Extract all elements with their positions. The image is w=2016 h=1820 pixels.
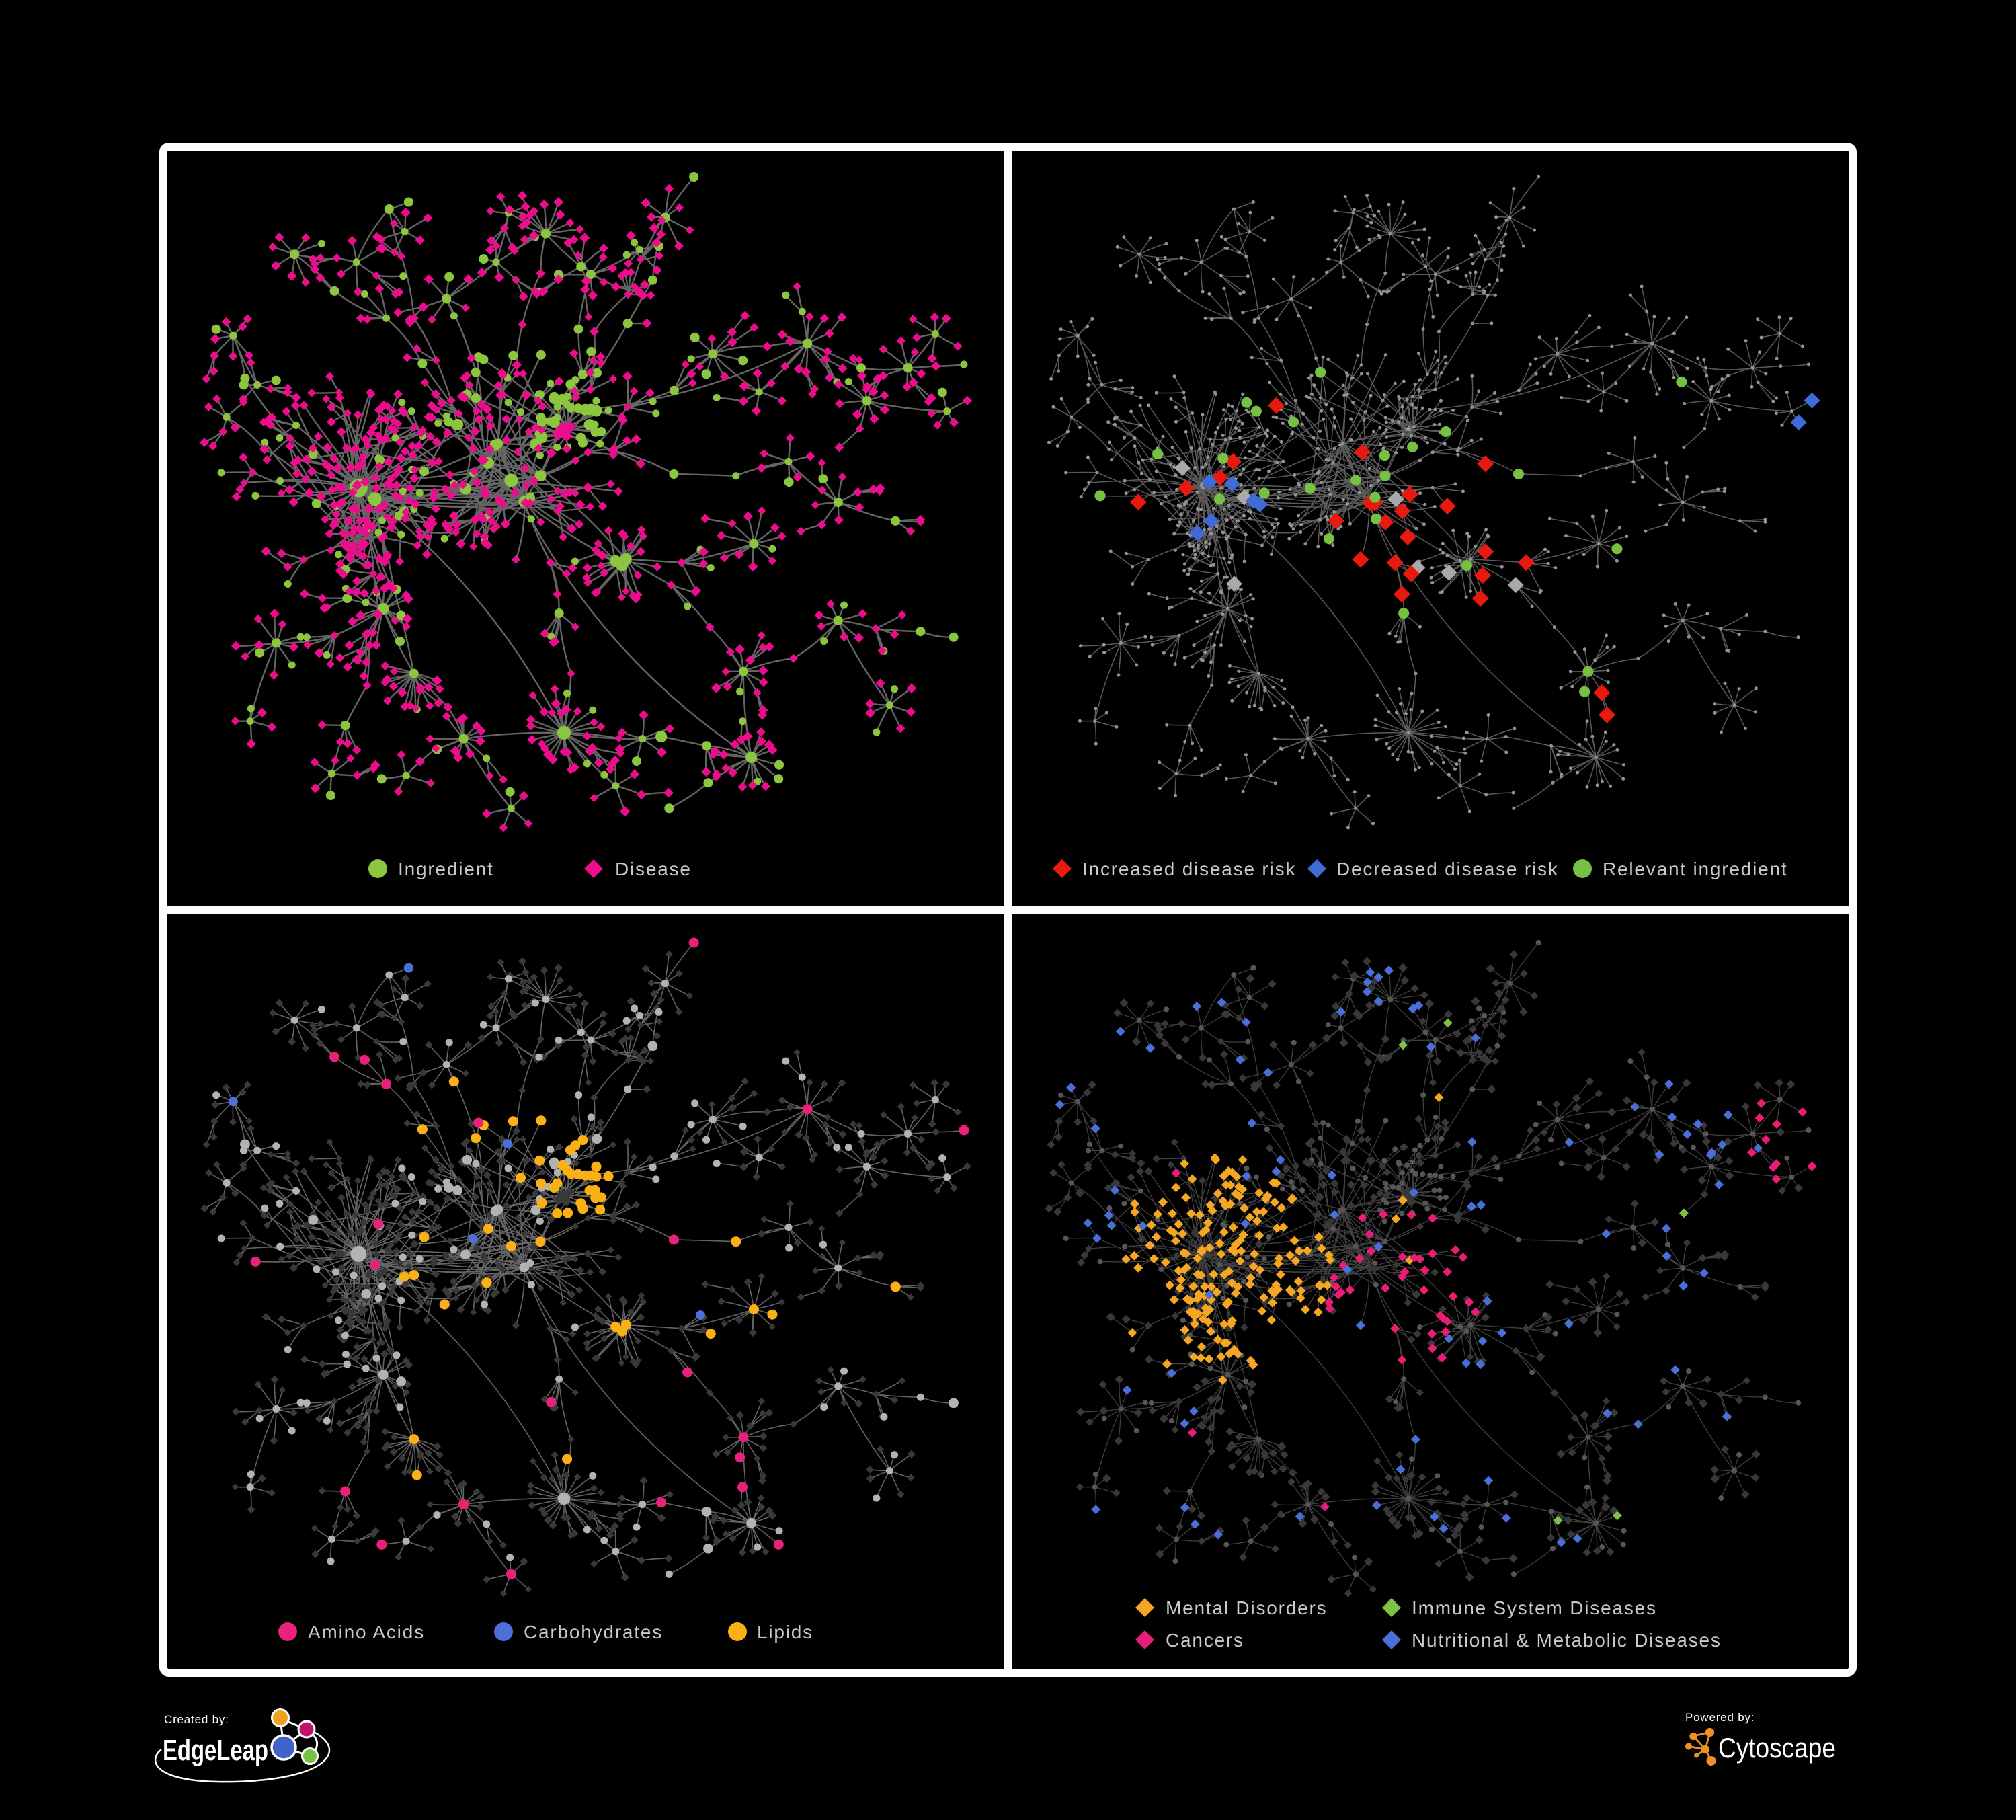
svg-text:Disease: Disease [615, 859, 692, 879]
svg-text:Decreased disease risk: Decreased disease risk [1336, 859, 1559, 879]
svg-text:Lipids: Lipids [757, 1622, 813, 1643]
svg-text:Amino Acids: Amino Acids [308, 1622, 425, 1643]
svg-text:Mental Disorders: Mental Disorders [1166, 1597, 1327, 1618]
svg-text:Carbohydrates: Carbohydrates [524, 1622, 663, 1643]
svg-text:Immune System Diseases: Immune System Diseases [1412, 1597, 1657, 1618]
svg-text:Created by:: Created by: [164, 1713, 229, 1726]
svg-text:Powered by:: Powered by: [1685, 1711, 1755, 1724]
svg-text:Ingredient: Ingredient [398, 859, 494, 879]
svg-text:Cancers: Cancers [1166, 1630, 1244, 1651]
svg-text:Increased disease risk: Increased disease risk [1082, 859, 1296, 879]
svg-text:Cytoscape: Cytoscape [1718, 1732, 1836, 1764]
svg-text:Nutritional & Metabolic Diseas: Nutritional & Metabolic Diseases [1412, 1630, 1722, 1651]
svg-text:Relevant ingredient: Relevant ingredient [1603, 859, 1787, 879]
svg-text:EdgeLeap: EdgeLeap [163, 1734, 268, 1767]
